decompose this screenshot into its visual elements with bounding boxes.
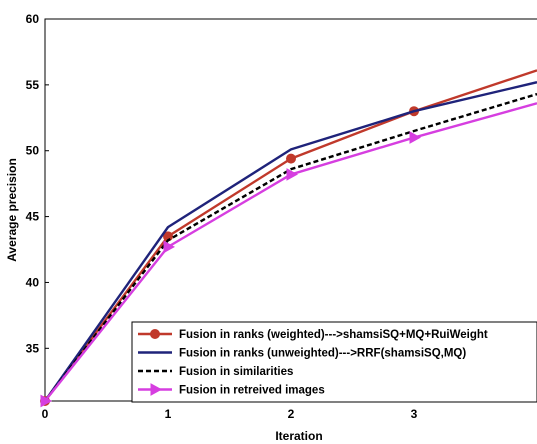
series-point [150,383,163,396]
series-point [286,168,299,181]
y-tick-label: 40 [26,275,40,289]
legend-box [131,321,537,403]
series-point [150,329,160,339]
legend-label: Fusion in ranks (unweighted)--->RRF(sham… [179,348,466,360]
x-tick-label: 0 [42,407,49,421]
y-tick-label: 35 [26,341,40,355]
series-point [163,240,176,254]
y-axis-title: Average precision [5,158,19,262]
x-tick-label: 1 [165,407,172,421]
legend-label: Fusion in ranks (weighted)--->shamsiSQ+M… [179,329,488,341]
series-layer [40,69,537,408]
x-tick-label: 2 [288,407,295,421]
series-3 [44,92,537,402]
series-line [44,92,537,402]
legend: Fusion in ranks (weighted)--->shamsiSQ+M… [131,321,537,403]
y-tick-label: 45 [26,210,40,224]
series-point [409,131,422,144]
legend-label: Fusion in retreived images [179,385,325,397]
y-tick-label: 50 [26,144,40,158]
series-4 [40,102,537,408]
x-tick-label: 3 [411,407,418,421]
y-axis: 35 40 45 50 55 60 [26,12,49,355]
x-axis-title: Iteration [275,429,322,443]
series-point [286,153,296,164]
y-tick-label: 60 [26,12,40,26]
series-point [40,394,53,408]
series-line [44,81,537,402]
y-tick-label: 55 [26,78,40,92]
legend-label: Fusion in similarities [179,366,293,378]
series-2 [44,81,537,402]
